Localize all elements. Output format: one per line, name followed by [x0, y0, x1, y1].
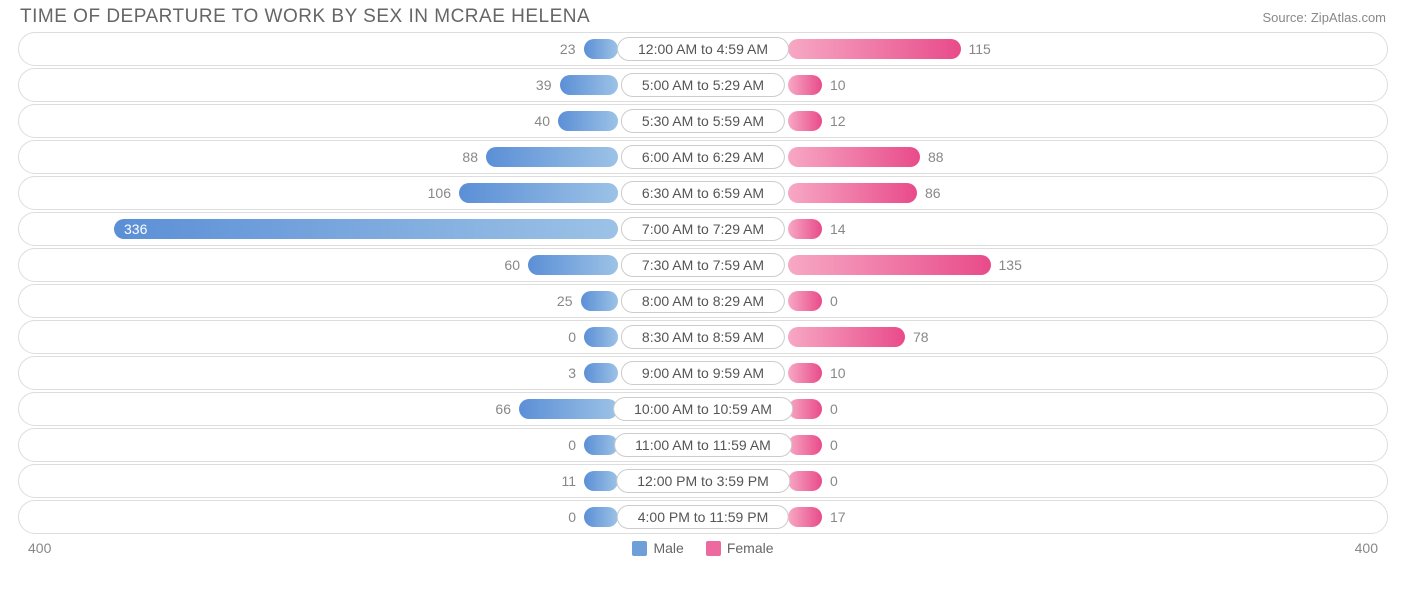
value-female: 0 — [830, 293, 838, 309]
value-female: 0 — [830, 473, 838, 489]
row-category-label: 11:00 AM to 11:59 AM — [614, 433, 792, 457]
value-female: 14 — [830, 221, 846, 237]
value-female: 88 — [928, 149, 944, 165]
value-male: 0 — [568, 329, 576, 345]
row-category-label: 8:30 AM to 8:59 AM — [621, 325, 785, 349]
chart-row: 5:00 AM to 5:29 AM 39 10 — [18, 68, 1388, 102]
bar-male — [459, 183, 618, 203]
row-category-label: 12:00 PM to 3:59 PM — [616, 469, 790, 493]
bar-male — [584, 435, 618, 455]
bar-male — [114, 219, 618, 239]
bar-male — [581, 291, 619, 311]
chart-source: Source: ZipAtlas.com — [1262, 10, 1386, 25]
bar-female — [788, 399, 822, 419]
chart-row: 6:30 AM to 6:59 AM 106 86 — [18, 176, 1388, 210]
value-male: 0 — [568, 437, 576, 453]
value-male: 336 — [124, 221, 147, 237]
bar-male — [519, 399, 618, 419]
chart-area: 12:00 AM to 4:59 AM 23 115 5:00 AM to 5:29 … — [0, 30, 1406, 534]
value-female: 10 — [830, 77, 846, 93]
row-category-label: 12:00 AM to 4:59 AM — [617, 37, 789, 61]
row-category-label: 7:30 AM to 7:59 AM — [621, 253, 785, 277]
chart-row: 4:00 PM to 11:59 PM 0 17 — [18, 500, 1388, 534]
row-category-label: 8:00 AM to 8:29 AM — [621, 289, 785, 313]
bar-male — [584, 327, 618, 347]
value-male: 66 — [495, 401, 511, 417]
value-female: 86 — [925, 185, 941, 201]
bar-female — [788, 507, 822, 527]
bar-male — [558, 111, 618, 131]
value-male: 60 — [504, 257, 520, 273]
row-category-label: 9:00 AM to 9:59 AM — [621, 361, 785, 385]
bar-male — [560, 75, 619, 95]
legend-item-male: Male — [632, 540, 683, 556]
bar-male — [486, 147, 618, 167]
value-male: 11 — [561, 473, 576, 489]
bar-female — [788, 435, 822, 455]
value-male: 0 — [568, 509, 576, 525]
chart-row: 6:00 AM to 6:29 AM 88 88 — [18, 140, 1388, 174]
bar-female — [788, 183, 917, 203]
value-male: 25 — [557, 293, 573, 309]
value-male: 40 — [534, 113, 550, 129]
value-female: 0 — [830, 401, 838, 417]
bar-female — [788, 111, 822, 131]
legend-label-male: Male — [653, 540, 683, 556]
value-male: 23 — [560, 41, 576, 57]
legend-label-female: Female — [727, 540, 774, 556]
row-category-label: 5:00 AM to 5:29 AM — [621, 73, 785, 97]
axis-left-max: 400 — [28, 540, 51, 556]
chart-row: 7:30 AM to 7:59 AM 60 135 — [18, 248, 1388, 282]
chart-row: 12:00 AM to 4:59 AM 23 115 — [18, 32, 1388, 66]
bar-female — [788, 75, 822, 95]
bar-male — [584, 363, 618, 383]
bar-female — [788, 363, 822, 383]
value-female: 12 — [830, 113, 846, 129]
bar-female — [788, 327, 905, 347]
bar-female — [788, 147, 920, 167]
value-female: 115 — [969, 41, 991, 57]
legend-swatch-female — [706, 541, 721, 556]
chart-footer: 400 Male Female 400 — [0, 536, 1406, 556]
chart-row: 8:00 AM to 8:29 AM 25 0 — [18, 284, 1388, 318]
bar-female — [788, 39, 961, 59]
axis-right-max: 400 — [1355, 540, 1378, 556]
chart-row: 8:30 AM to 8:59 AM 0 78 — [18, 320, 1388, 354]
chart-title: TIME OF DEPARTURE TO WORK BY SEX IN MCRA… — [20, 6, 590, 28]
row-category-label: 5:30 AM to 5:59 AM — [621, 109, 785, 133]
bar-female — [788, 291, 822, 311]
legend-item-female: Female — [706, 540, 774, 556]
row-category-label: 10:00 AM to 10:59 AM — [613, 397, 793, 421]
row-category-label: 6:00 AM to 6:29 AM — [621, 145, 785, 169]
row-category-label: 7:00 AM to 7:29 AM — [621, 217, 785, 241]
bar-male — [584, 39, 619, 59]
value-female: 0 — [830, 437, 838, 453]
value-male: 3 — [568, 365, 576, 381]
bar-female — [788, 255, 991, 275]
bar-male — [528, 255, 618, 275]
value-female: 17 — [830, 509, 846, 525]
row-category-label: 4:00 PM to 11:59 PM — [617, 505, 789, 529]
chart-row: 5:30 AM to 5:59 AM 40 12 — [18, 104, 1388, 138]
legend: Male Female — [632, 540, 773, 556]
row-category-label: 6:30 AM to 6:59 AM — [621, 181, 785, 205]
bar-female — [788, 471, 822, 491]
chart-row: 7:00 AM to 7:29 AM 336 14 — [18, 212, 1388, 246]
bar-male — [584, 507, 618, 527]
legend-swatch-male — [632, 541, 647, 556]
chart-row: 10:00 AM to 10:59 AM 66 0 — [18, 392, 1388, 426]
value-male: 106 — [428, 185, 451, 201]
value-female: 10 — [830, 365, 846, 381]
value-female: 78 — [913, 329, 929, 345]
chart-row: 12:00 PM to 3:59 PM 11 0 — [18, 464, 1388, 498]
chart-row: 11:00 AM to 11:59 AM 0 0 — [18, 428, 1388, 462]
chart-row: 9:00 AM to 9:59 AM 3 10 — [18, 356, 1388, 390]
value-female: 135 — [999, 257, 1022, 273]
bar-female — [788, 219, 822, 239]
value-male: 39 — [536, 77, 552, 93]
value-male: 88 — [462, 149, 478, 165]
bar-male — [584, 471, 618, 491]
chart-header: TIME OF DEPARTURE TO WORK BY SEX IN MCRA… — [0, 0, 1406, 30]
